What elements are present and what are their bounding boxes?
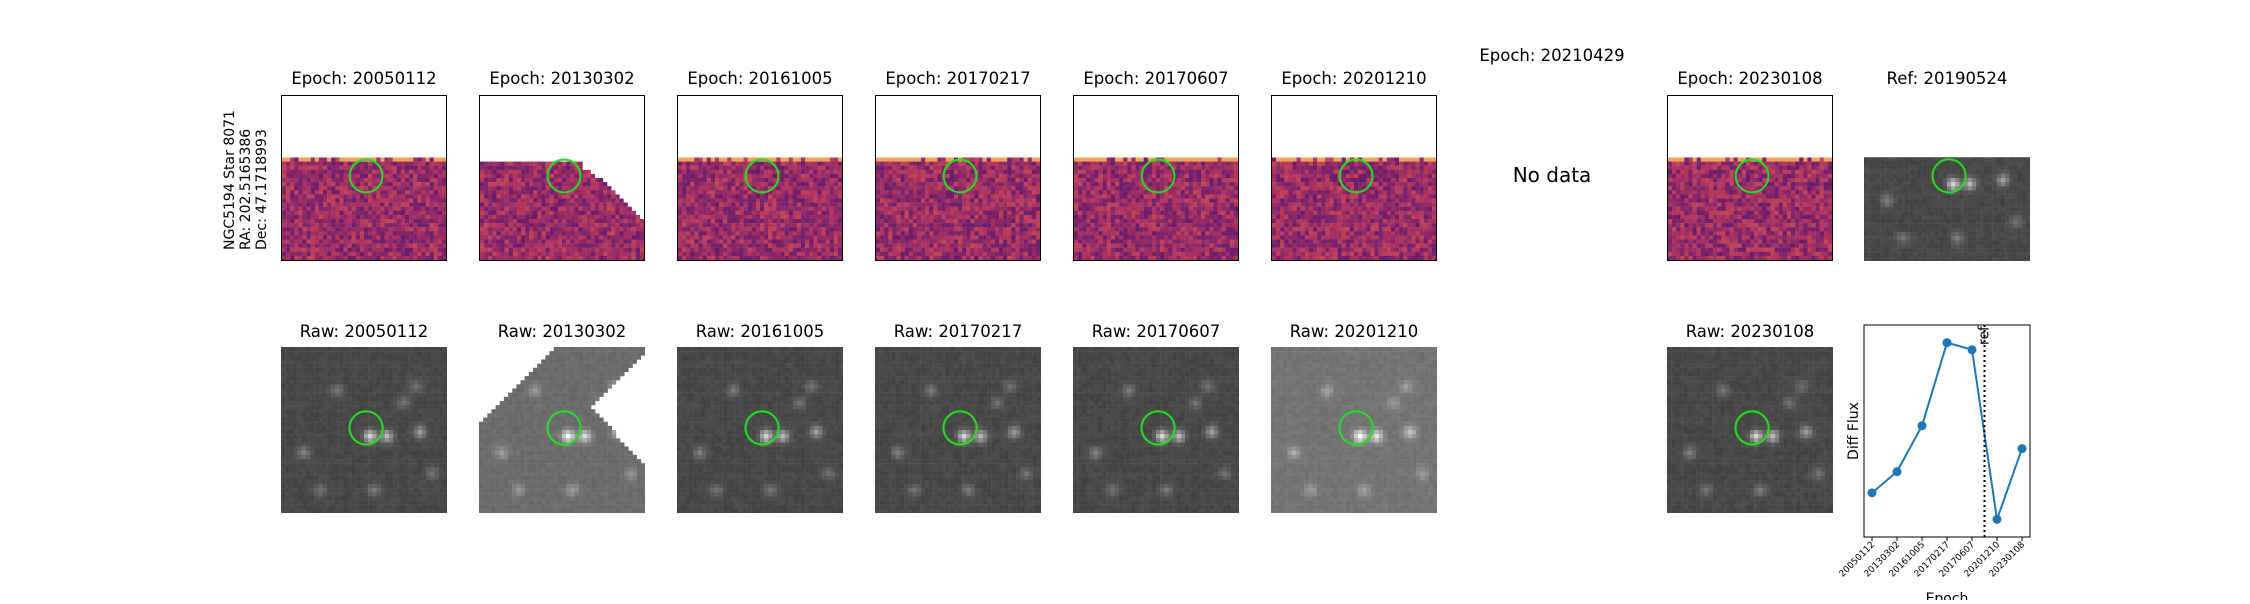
x-axis-label: Epoch	[1926, 591, 1969, 600]
star-info-line: RA: 202.5165386	[238, 110, 254, 250]
light-curve-svg: 2005011220130302201610052017021720170607…	[1820, 320, 2050, 600]
reference-image-panel	[1864, 95, 2030, 261]
raw-image-panel	[281, 347, 447, 513]
data-point	[1993, 515, 2002, 524]
difference-image-panel	[677, 95, 843, 261]
star-info-line: Dec: 47.1718993	[254, 110, 270, 250]
raw-image-panel	[1271, 347, 1437, 513]
data-point	[1868, 488, 1877, 497]
reference-line-label: ref	[1977, 325, 1993, 345]
difference-image-panel	[281, 95, 447, 261]
panel-title: Ref: 20190524	[1827, 69, 2067, 88]
series-line	[1872, 343, 2022, 520]
raw-image-panel	[479, 347, 645, 513]
panel-title: Raw: 20201210	[1234, 322, 1474, 341]
no-data-label: No data	[1472, 163, 1632, 187]
data-point	[1943, 338, 1952, 347]
star-info-line: NGC5194 Star 8071	[222, 110, 238, 250]
raw-image-panel	[1073, 347, 1239, 513]
raw-image-panel	[875, 347, 1041, 513]
plot-frame	[1864, 325, 2030, 537]
data-point	[2018, 444, 2027, 453]
data-point	[1918, 421, 1927, 430]
panel-title: Epoch: 20210429	[1432, 46, 1672, 65]
difference-image-panel	[1073, 95, 1239, 261]
difference-image-panel	[479, 95, 645, 261]
y-axis-label: Diff Flux	[1846, 402, 1862, 460]
raw-image-panel	[1667, 347, 1833, 513]
data-point	[1893, 467, 1902, 476]
difference-image-panel	[875, 95, 1041, 261]
difference-image-panel	[1667, 95, 1833, 261]
panel-title: Epoch: 20201210	[1234, 69, 1474, 88]
data-point	[1968, 345, 1977, 354]
raw-image-panel	[677, 347, 843, 513]
difference-image-panel	[1271, 95, 1437, 261]
